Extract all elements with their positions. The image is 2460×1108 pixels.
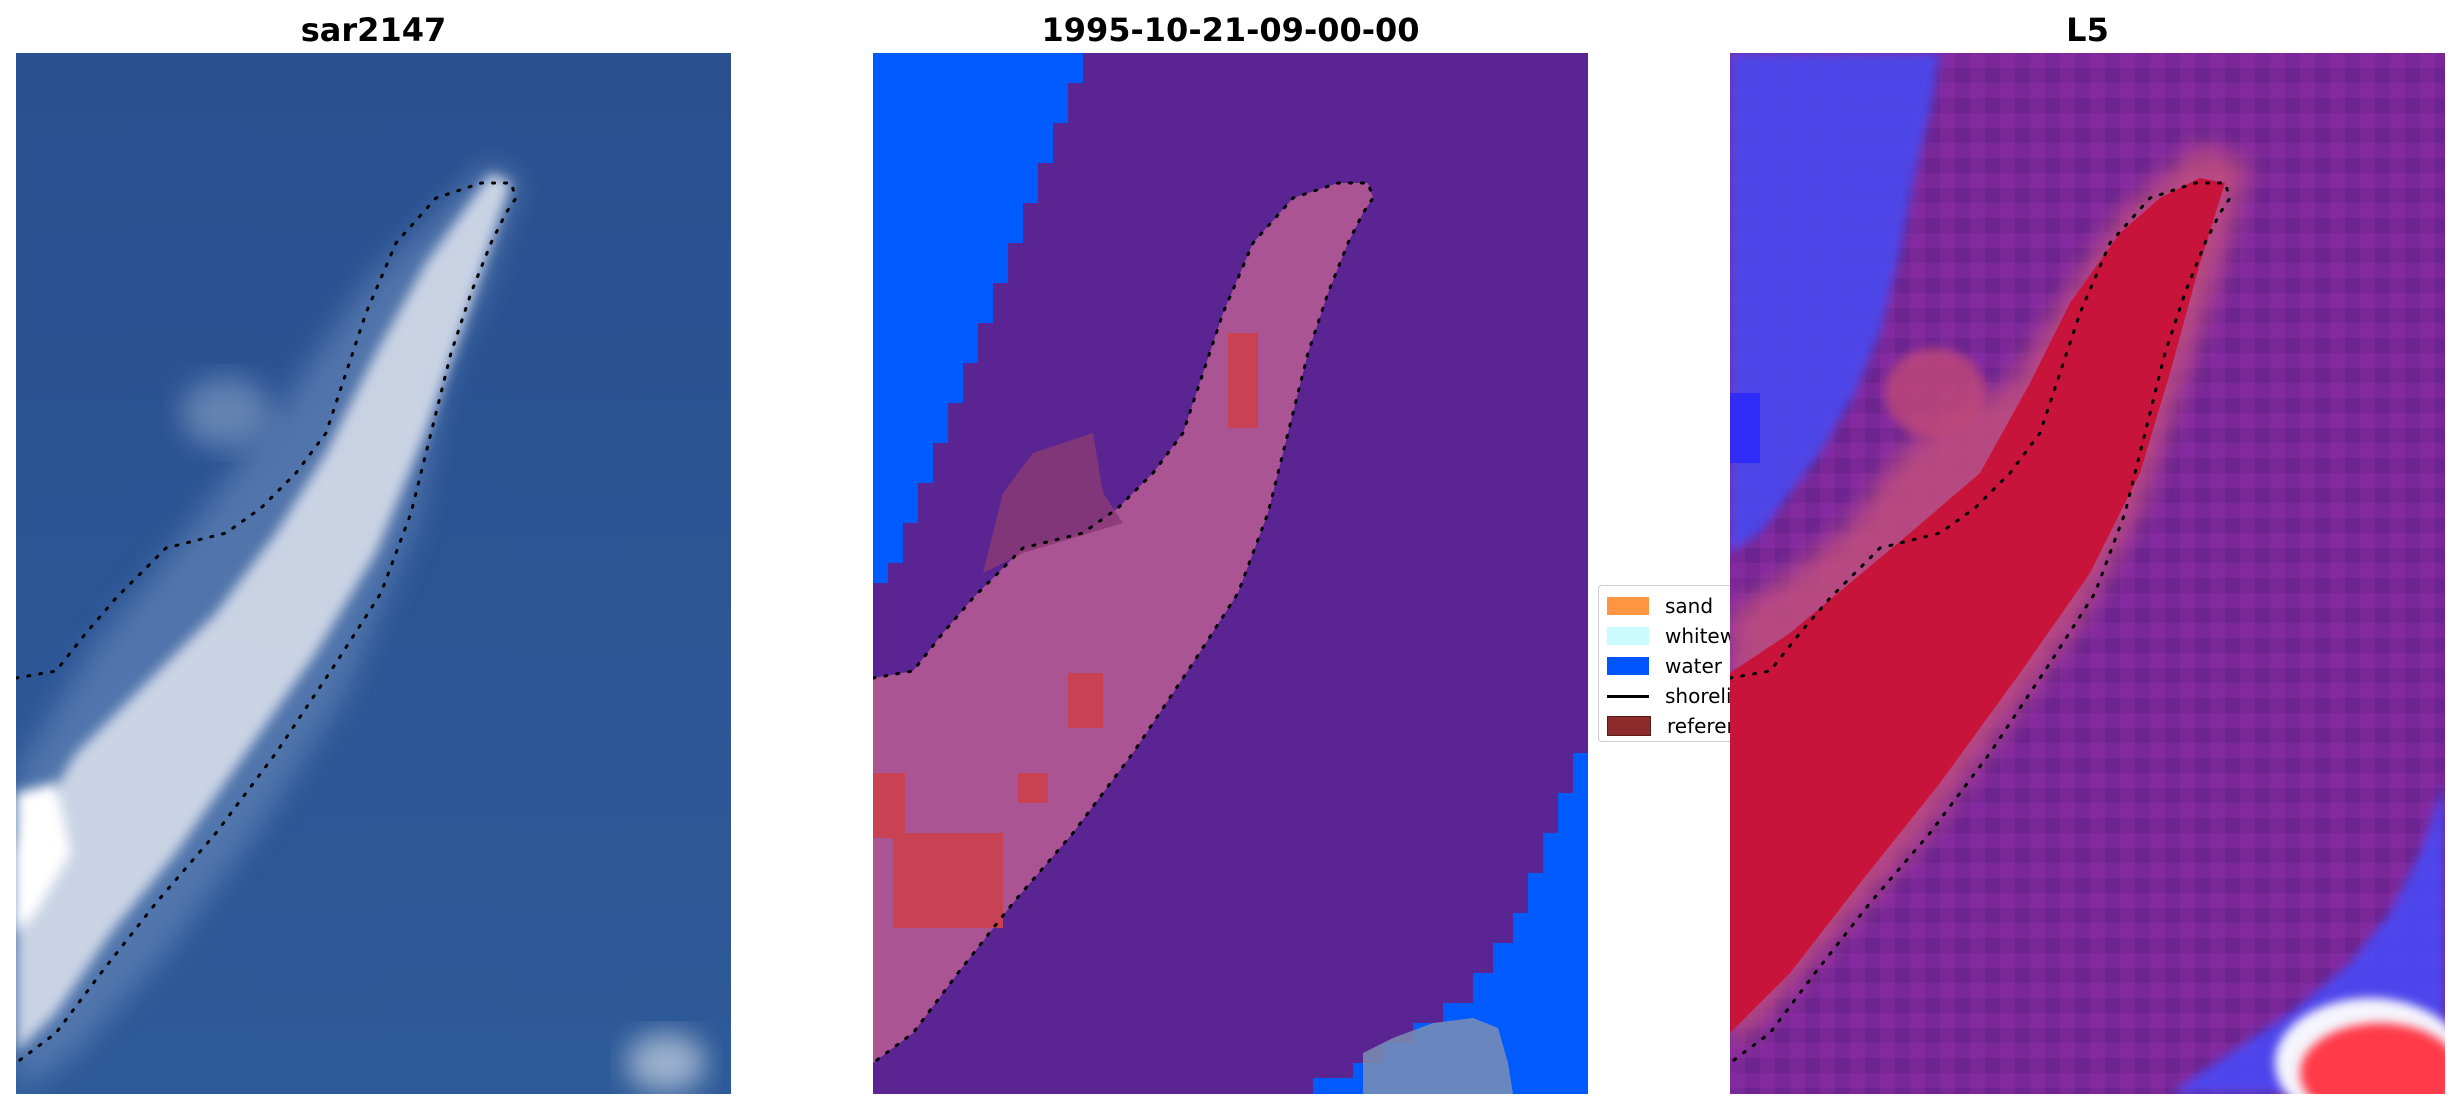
legend-swatch-sand bbox=[1607, 597, 1649, 615]
shoreline-dotted bbox=[1730, 181, 2232, 1065]
legend-swatch-water bbox=[1607, 657, 1649, 675]
shoreline-dotted bbox=[16, 181, 518, 1065]
shoreline-dotted bbox=[873, 181, 1375, 1065]
panel-title-probability: L5 bbox=[2066, 11, 2109, 49]
legend-swatch-shoreline bbox=[1607, 694, 1649, 698]
classification-map bbox=[873, 53, 1588, 1094]
legend-item-sand: sand bbox=[1607, 594, 1713, 618]
panel-title-rgb: sar2147 bbox=[300, 11, 447, 49]
legend: sand whitewater water shoreline referenc… bbox=[1598, 585, 1777, 742]
legend-label: water bbox=[1665, 654, 1722, 678]
legend-swatch-reference bbox=[1607, 716, 1651, 736]
rgb-satellite-image bbox=[16, 53, 731, 1094]
panel-title-classification: 1995-10-21-09-00-00 bbox=[1041, 11, 1420, 49]
probability-map bbox=[1730, 53, 2445, 1094]
legend-swatch-whitewater bbox=[1607, 627, 1649, 645]
legend-item-water: water bbox=[1607, 654, 1722, 678]
legend-label: sand bbox=[1665, 594, 1714, 618]
